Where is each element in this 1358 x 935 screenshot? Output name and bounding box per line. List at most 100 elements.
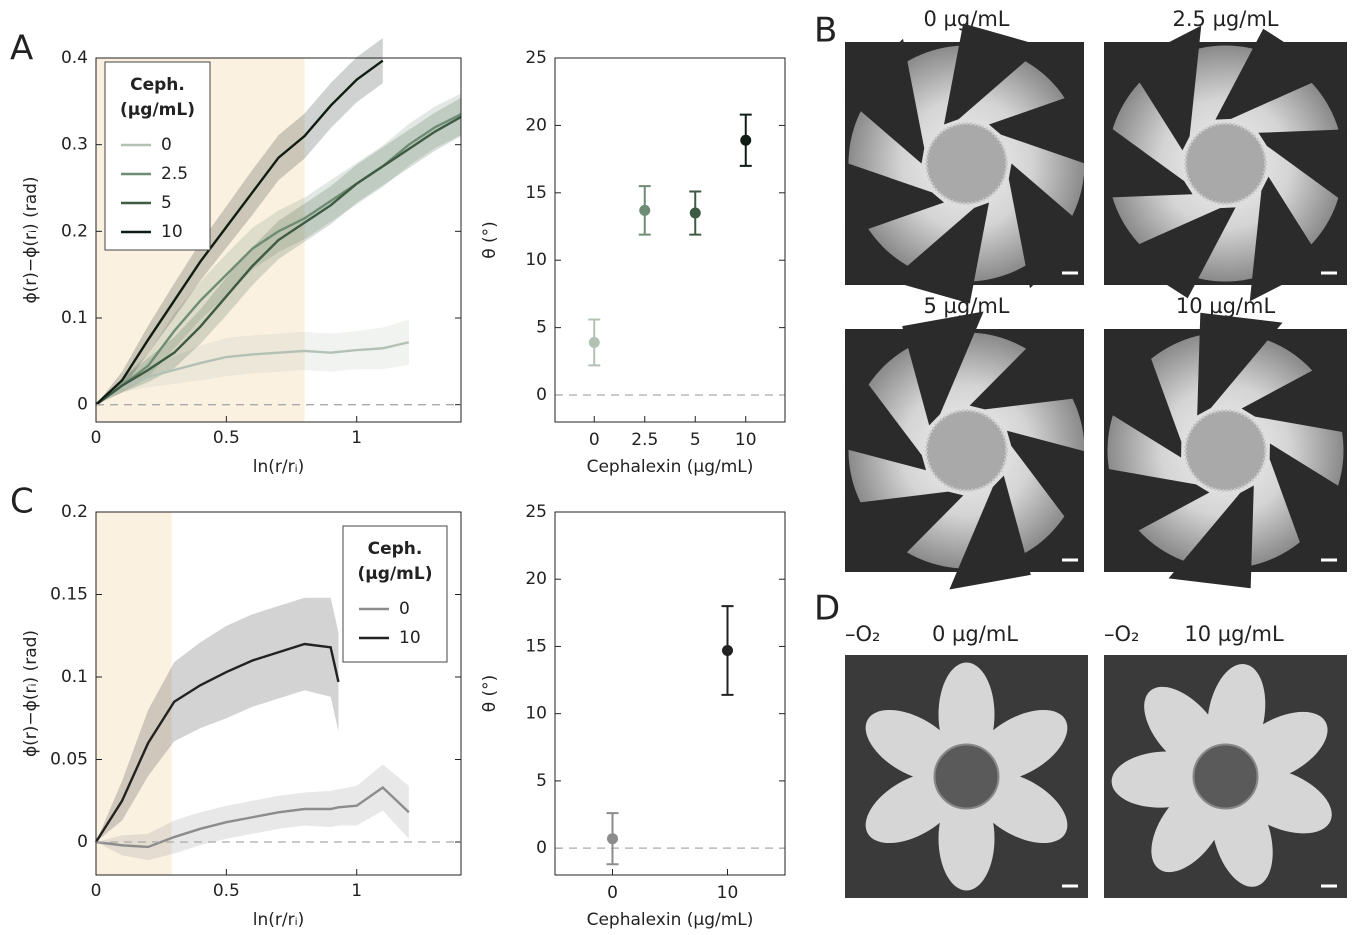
x-tick-label: 2.5 xyxy=(631,430,658,450)
image-title: 10 µg/mL xyxy=(1176,294,1276,318)
image-clip xyxy=(1084,41,1104,286)
colony-center xyxy=(1192,743,1259,810)
y-axis-label: θ (°) xyxy=(480,675,500,713)
sector-gap xyxy=(1089,115,1193,199)
image-clip xyxy=(825,41,845,286)
x-axis-label: ln(r/rᵢ) xyxy=(253,910,305,930)
y-tick-label: 0 xyxy=(536,838,547,858)
error-band xyxy=(96,319,409,405)
x-axis-label: Cephalexin (µg/mL) xyxy=(587,457,754,477)
legend-box xyxy=(342,525,448,663)
sector-gap xyxy=(1258,128,1358,212)
y-tick-label: 0 xyxy=(536,385,547,405)
x-tick-label: 1 xyxy=(351,881,362,901)
sector-gap xyxy=(1269,443,1358,564)
y-tick-label: 25 xyxy=(525,502,547,522)
legend-label: 10 xyxy=(399,628,421,648)
y-tick-label: 0.1 xyxy=(61,667,88,687)
panel-label: C xyxy=(10,482,34,522)
sector-gap xyxy=(1168,485,1254,589)
sector-gap xyxy=(1008,163,1090,289)
image-title: 2.5 µg/mL xyxy=(1173,7,1279,31)
highlight-region xyxy=(96,512,172,875)
y-tick-label: 0.1 xyxy=(61,308,88,328)
image-clip xyxy=(1347,328,1358,573)
line xyxy=(94,642,340,843)
point xyxy=(740,134,752,146)
colony-center xyxy=(925,409,1008,492)
colony-lobe xyxy=(1211,785,1273,887)
point xyxy=(639,204,651,216)
sector-gap xyxy=(1006,430,1107,535)
colony-center xyxy=(925,122,1008,205)
y-axis-label: ϕ(r)−ϕ(rᵢ) (rad) xyxy=(21,630,41,757)
x-tick-label: 0 xyxy=(589,430,600,450)
sector-gap xyxy=(949,475,1031,590)
condition-label: –O₂ xyxy=(845,622,880,646)
line xyxy=(95,59,384,406)
legend-label: 5 xyxy=(161,193,172,213)
x-tick-label: 5 xyxy=(690,430,701,450)
condition-label: –O₂ xyxy=(1104,622,1139,646)
legend-label: 2.5 xyxy=(161,164,188,184)
y-tick-label: 20 xyxy=(525,569,547,589)
y-tick-label: 10 xyxy=(525,250,547,270)
sector-gap xyxy=(890,202,989,304)
legend-label: 10 xyxy=(161,222,183,242)
error-band xyxy=(96,597,339,842)
plot-frame xyxy=(95,511,462,876)
legend-label: 0 xyxy=(399,599,410,619)
line xyxy=(95,113,462,406)
sector-gap xyxy=(1197,312,1283,416)
panel-label: B xyxy=(814,11,837,51)
panel-label: D xyxy=(814,589,840,629)
y-tick-label: 20 xyxy=(525,115,547,135)
sector-gap xyxy=(826,366,927,471)
sector-gap xyxy=(989,90,1107,171)
colony-center xyxy=(1184,122,1267,205)
point xyxy=(722,644,733,656)
colony-center xyxy=(933,743,1000,810)
y-tick-label: 0.15 xyxy=(50,585,88,605)
y-axis-label: θ (°) xyxy=(480,221,500,259)
line xyxy=(95,341,410,406)
sector-gap xyxy=(1241,359,1358,435)
x-tick-label: 0.5 xyxy=(213,881,240,901)
line xyxy=(95,115,462,406)
y-tick-label: 0.3 xyxy=(61,135,88,155)
legend-title: Ceph. xyxy=(368,539,423,559)
y-tick-label: 15 xyxy=(525,183,547,203)
x-tick-label: 0.5 xyxy=(213,428,240,448)
y-tick-label: 0 xyxy=(77,832,88,852)
plot-frame xyxy=(95,57,462,423)
point xyxy=(607,833,618,845)
y-tick-label: 0.2 xyxy=(61,502,88,522)
colony-lobe xyxy=(938,786,995,891)
colony-lobe xyxy=(938,662,995,767)
y-tick-label: 0.4 xyxy=(61,48,88,68)
sector-gap xyxy=(1249,176,1324,302)
y-tick-label: 15 xyxy=(525,636,547,656)
sector-gap xyxy=(1093,337,1182,458)
sector-gap xyxy=(837,491,964,569)
legend-title: Ceph. xyxy=(130,75,185,95)
error-band xyxy=(96,93,461,405)
y-tick-label: 25 xyxy=(525,48,547,68)
y-tick-label: 0.05 xyxy=(50,750,88,770)
y-tick-label: 5 xyxy=(536,771,547,791)
sector-gap xyxy=(944,23,1043,125)
legend-label: 0 xyxy=(161,135,172,155)
y-axis-label: ϕ(r)−ϕ(rᵢ) (rad) xyxy=(21,176,41,303)
sector-gap xyxy=(1127,25,1202,151)
image-clip xyxy=(825,328,845,573)
x-tick-label: 0 xyxy=(607,883,618,903)
image-clip xyxy=(1347,41,1358,286)
x-axis-label: ln(r/rᵢ) xyxy=(253,457,305,477)
legend-title: (µg/mL) xyxy=(358,564,433,584)
sector-gap xyxy=(1215,28,1333,120)
plot-frame xyxy=(554,57,786,423)
line xyxy=(95,786,410,849)
point xyxy=(588,336,600,348)
x-axis-label: Cephalexin (µg/mL) xyxy=(587,910,754,930)
